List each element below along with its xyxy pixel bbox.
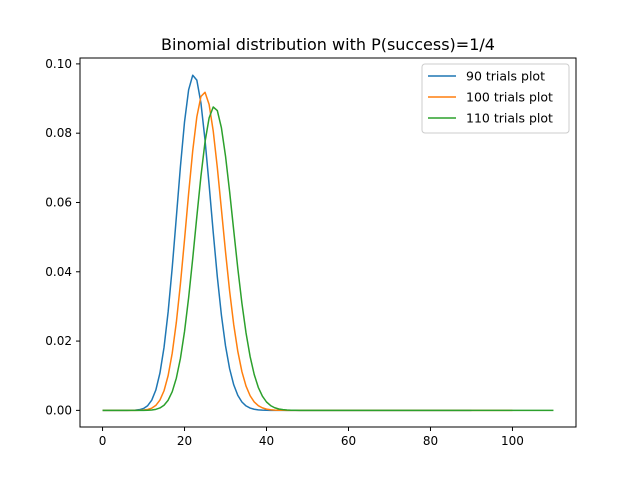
x-tick-label: 100 — [501, 434, 524, 448]
y-tick-label: 0.02 — [45, 334, 72, 348]
series-line-90 — [102, 74, 472, 412]
x-tick-label: 20 — [177, 434, 192, 448]
y-tick-label: 0.04 — [45, 265, 72, 279]
legend-label: 100 trials plot — [466, 90, 553, 105]
x-axis: 0 20 40 60 80 100 — [99, 427, 524, 448]
x-tick-label: 0 — [99, 434, 107, 448]
y-tick-label: 0.10 — [45, 57, 72, 71]
plot-lines — [102, 74, 554, 412]
legend-label: 110 trials plot — [466, 111, 553, 126]
y-tick-label: 0.00 — [45, 403, 72, 417]
legend: 90 trials plot 100 trials plot 110 trials … — [421, 63, 570, 134]
y-axis: 0.00 0.02 0.04 0.06 0.08 0.10 — [45, 57, 80, 417]
x-tick-label: 40 — [259, 434, 274, 448]
plot-frame — [79, 57, 577, 428]
y-tick-label: 0.06 — [45, 195, 72, 209]
legend-box — [421, 63, 570, 134]
series-line-110 — [102, 106, 554, 412]
x-tick-label: 60 — [341, 434, 356, 448]
x-tick-label: 80 — [423, 434, 438, 448]
series-line-100 — [102, 91, 513, 412]
legend-label: 90 trials plot — [466, 69, 545, 84]
chart-title: Binomial distribution with P(success)=1/… — [161, 35, 495, 54]
y-tick-label: 0.08 — [45, 126, 72, 140]
